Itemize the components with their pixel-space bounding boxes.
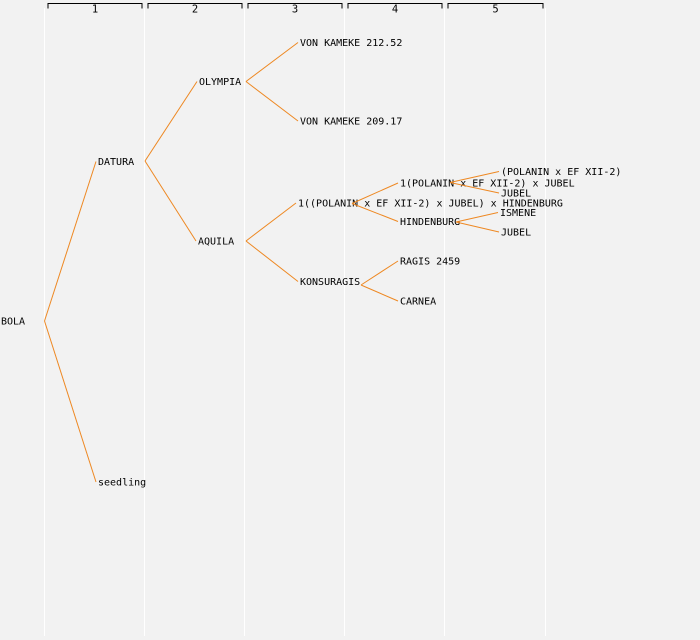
- pedigree-edge-datura-to-olympia: [144, 81, 198, 162]
- generation-label-2: 2: [192, 4, 198, 16]
- pedigree-edge-datura-to-aquila: [144, 160, 197, 242]
- pedigree-edge-olympia-to-von-kameke-212: [245, 42, 299, 82]
- pedigree-edge-konsuragis-to-carnea: [360, 284, 399, 302]
- generation-label-3: 3: [292, 4, 298, 16]
- tree-node-polanin-ef: (POLANIN x EF XII-2): [501, 167, 621, 178]
- tree-node-von-kameke-212: VON KAMEKE 212.52: [300, 38, 402, 49]
- generation-bracket-2: [147, 3, 243, 9]
- pedigree-edge-hindenburg-to-ismene: [455, 212, 499, 223]
- generation-label-5: 5: [492, 4, 498, 16]
- tree-node-von-kameke-209: VON KAMEKE 209.17: [300, 117, 402, 128]
- pedigree-edge-pol-jub-hind-to-pol-jubel: [351, 182, 399, 204]
- tree-node-jubel-upper: JUBEL: [501, 189, 531, 200]
- generation-bracket-4: [347, 3, 443, 9]
- pedigree-edge-hindenburg-to-jubel-lower: [455, 221, 500, 233]
- generation-bracket-1: [47, 3, 143, 9]
- tree-node-ragis-2459: RAGIS 2459: [400, 257, 460, 268]
- pedigree-edge-pol-jub-hind-to-hindenburg: [351, 203, 399, 222]
- tree-node-carnea: CARNEA: [400, 297, 436, 308]
- tree-node-jubel-lower: JUBEL: [501, 228, 531, 239]
- tree-node-pol-jub-hind: 1((POLANIN x EF XII-2) x JUBEL) x HINDEN…: [298, 199, 563, 210]
- pedigree-edge-aquila-to-konsuragis: [245, 240, 299, 282]
- pedigree-edge-pol-jubel-to-polanin-ef: [449, 171, 500, 183]
- pedigree-edge-pol-jubel-to-jubel-upper: [449, 182, 500, 194]
- generation-bracket-5: [447, 3, 544, 9]
- tree-node-konsuragis: KONSURAGIS: [300, 277, 360, 288]
- tree-node-ismene: ISMENE: [500, 208, 536, 219]
- tree-node-pol-jubel: 1(POLANIN x EF XII-2) x JUBEL: [400, 179, 575, 190]
- pedigree-edge-olympia-to-von-kameke-209: [245, 81, 299, 122]
- tree-node-datura: DATURA: [98, 157, 134, 168]
- generation-label-4: 4: [392, 4, 398, 16]
- pedigree-edge-konsuragis-to-ragis-2459: [360, 260, 399, 286]
- tree-node-olympia: OLYMPIA: [199, 77, 241, 88]
- tree-node-bola: BOLA: [1, 317, 25, 328]
- pedigree-edge-bola-to-seedling: [44, 320, 97, 483]
- generation-label-1: 1: [92, 4, 98, 16]
- pedigree-edge-bola-to-datura: [44, 161, 97, 322]
- tree-node-hindenburg: HINDENBURG: [400, 217, 460, 228]
- tree-node-seedling: seedling: [98, 478, 146, 489]
- tree-node-aquila: AQUILA: [198, 237, 234, 248]
- pedigree-edge-aquila-to-pol-jub-hind: [245, 202, 297, 242]
- generation-bracket-3: [247, 3, 343, 9]
